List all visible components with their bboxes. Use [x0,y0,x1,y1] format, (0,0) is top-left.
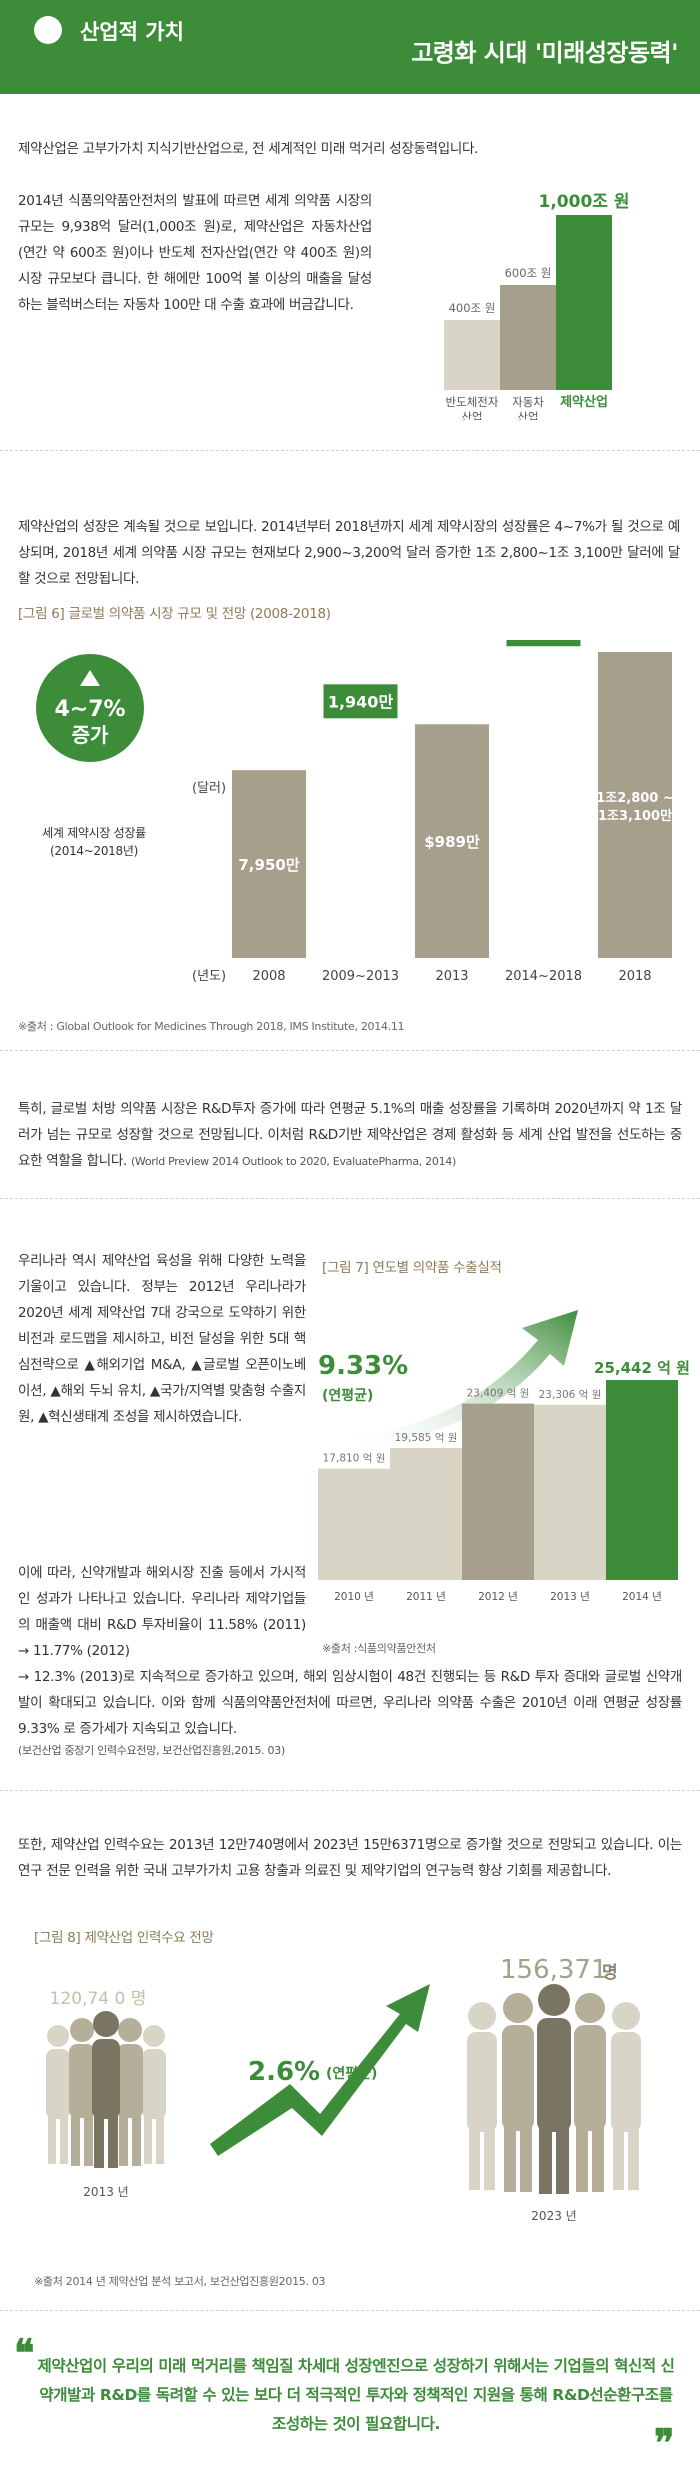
growth-badge-circle [36,654,144,762]
growth-badge-label: 증가 [72,723,109,747]
industry-value-label: 1,000조 원 [539,192,630,212]
industry-bar [556,215,612,390]
divider [0,2310,700,2311]
industry-value-label: 600조 원 [505,266,552,280]
market-increase-box [506,640,581,647]
chart2-ylabel: (달러) [192,781,226,796]
industry-category-label: 제약산업 [560,394,608,410]
export-value-label: 23,409 억 원 [467,1388,530,1400]
market-category-label: 2014~2018 [505,969,582,984]
chart2-xlabel: (년도) [192,969,226,984]
export-value-label: 25,442 억 원 [594,1359,690,1377]
export-growth-label: (연평균) [322,1387,373,1404]
people-2013-icon [46,2025,166,2164]
market-bar [415,724,489,958]
market-category-label: 2013 [435,969,468,984]
closing-quote: 제약산업이 우리의 미래 먹거리를 책임질 차세대 성장엔진으로 성장하기 위해… [37,2357,675,2433]
divider [0,1050,700,1051]
market-size-paragraph: 2014년 식품의약품안전처의 발표에 따르면 세계 의약품 시장의 규모는 9… [18,193,372,313]
divider [0,1198,700,1199]
industry-value-label: 400조 원 [449,301,496,315]
title-emphasis: '미래성장동력' [534,39,679,67]
workforce-growth-value: 2.6% [248,2057,320,2087]
workforce-paragraph: 또한, 제약산업 인력수요는 2013년 12만740명에서 2023년 15만… [18,1837,682,1879]
figure-8-source: ※출처 2014 년 제약산업 분석 보고서, 보건산업진흥원2015. 03 [34,2273,326,2289]
figure-8-source-text: ※출처 2014 년 제약산업 분석 보고서, 보건산업진흥원 [34,2275,279,2288]
close-quote-icon: ❞ [654,2420,675,2465]
export-bar [534,1404,606,1580]
industry-category-label: 반도체전자 산업 [446,395,499,420]
industry-category-label: 자동차 산업 [512,395,544,420]
rnd-citation: (World Preview 2014 Outlook to 2020, Eva… [130,1155,456,1168]
market-bar [232,770,306,958]
growth-badge-caption: 세계 제약시장 성장률 (2014~2018년) [42,826,146,858]
export-value-label: 19,585 억 원 [395,1432,458,1444]
figure-6-source: ※출처 : Global Outlook for Medicines Throu… [18,1020,405,1033]
export-category-label: 2013 년 [550,1591,590,1603]
market-bar-label: 1조2,800 ~1조3,100만 [596,791,674,824]
workforce-chart: 120,74 0 명 2013 년 2.6% (연평균) 156,371 명 2… [46,1955,641,2223]
figure-8-caption: [그림 8] 제약산업 인력수요 전망 [34,1930,214,1946]
korea-export-paragraph: → 12.3% (2013)로 지속적으로 증가하고 있으며, 해외 임상시험이… [18,1669,682,1737]
market-category-label: 2018 [618,969,651,984]
section-title: 고령화 시대 '미래성장동력' [411,33,678,68]
growth-badge: 4~7% 증가 [36,654,144,762]
figure-7-source: ※출처 :식품의약품안전처 [322,1642,436,1655]
export-growth-value: 9.33% [318,1351,408,1381]
industry-bar [444,320,500,390]
section-header: 산업적 가치 고령화 시대 '미래성장동력' [0,0,700,94]
workforce-2013-label: 2013 년 [83,2185,128,2199]
divider [0,1790,700,1791]
korea-results-paragraph: 이에 따라, 신약개발과 해외시장 진출 등에서 가시적인 성과가 나타나고 있… [18,1565,306,1659]
growth-badge-value: 4~7% [54,697,125,722]
rnd-paragraph: 특히, 글로벌 처방 의약품 시장은 R&D투자 증가에 따라 연평균 5.1%… [18,1096,682,1175]
workforce-2023-value: 156,371 [500,1955,608,1985]
intro-paragraph: 제약산업은 고부가가치 지식기반산업으로, 전 세계적인 미래 먹거리 성장동력… [18,141,479,157]
growth-zigzag-arrow-icon [210,1984,430,2156]
market-bar-label: 7,950만 [238,856,299,874]
export-chart: 9.33% (연평균) 17,810 억 원 2010 년 19,585 억 원 20… [318,1310,690,1603]
export-bar [462,1403,534,1580]
export-value-label: 23,306 억 원 [539,1389,602,1401]
title-prefix: 고령화 시대 [411,39,535,67]
market-increase-box [323,684,398,719]
section-label: 산업적 가치 [80,20,184,44]
market-bar-label: $989만 [424,833,480,851]
export-bar [606,1380,678,1580]
figure-8-source-date: 2015. 03 [278,2275,326,2288]
export-value-label: 17,810 억 원 [323,1453,386,1465]
market-increase-label: 2,900~3,200만 [511,640,577,641]
growth-paragraph: 제약산업의 성장은 계속될 것으로 보입니다. 2014년부터 2018년까지 … [18,519,680,587]
up-arrow-icon [80,670,100,686]
export-category-label: 2012 년 [478,1591,518,1603]
korea-citation: (보건산업 중장기 인력수요전망, 보건산업진흥원,2015. 03) [18,1744,285,1757]
market-category-label: 2008 [252,969,285,984]
market-category-label: 2009~2013 [322,969,399,984]
open-quote-icon: ❝ [14,2330,35,2375]
workforce-2023-label: 2023 년 [531,2209,576,2223]
growth-arrow-icon [338,1310,578,1448]
export-bar [318,1468,390,1580]
export-category-label: 2014 년 [622,1591,662,1603]
market-increase-label: 1,940만 [328,692,394,711]
divider [0,450,700,451]
export-category-label: 2011 년 [406,1591,446,1603]
people-2023-icon [467,2002,641,2190]
workforce-2013-value: 120,74 0 명 [50,1989,147,2009]
global-market-chart: (달러) (년도) 7,950만 2008 1,940만 2009~2013 $989만… [192,640,674,984]
rnd-paragraph-text: 특히, 글로벌 처방 의약품 시장은 R&D투자 증가에 따라 연평균 5.1%… [18,1101,682,1169]
figure-7-caption: [그림 7] 연도별 의약품 수출실적 [322,1260,502,1276]
korea-strategy-paragraph: 우리나라 역시 제약산업 육성을 위해 다양한 노력을 기울이고 있습니다. 정… [18,1253,306,1425]
bullet-dot-icon [34,16,62,44]
export-bar [390,1447,462,1580]
market-bar [598,652,672,958]
workforce-growth-label: (연평균) [326,2065,377,2082]
export-category-label: 2010 년 [334,1591,374,1603]
workforce-2023-unit: 명 [602,1963,618,1983]
industry-bar [500,285,556,390]
figure-6-caption: [그림 6] 글로벌 의약품 시장 규모 및 전망 (2008-2018) [18,606,331,622]
